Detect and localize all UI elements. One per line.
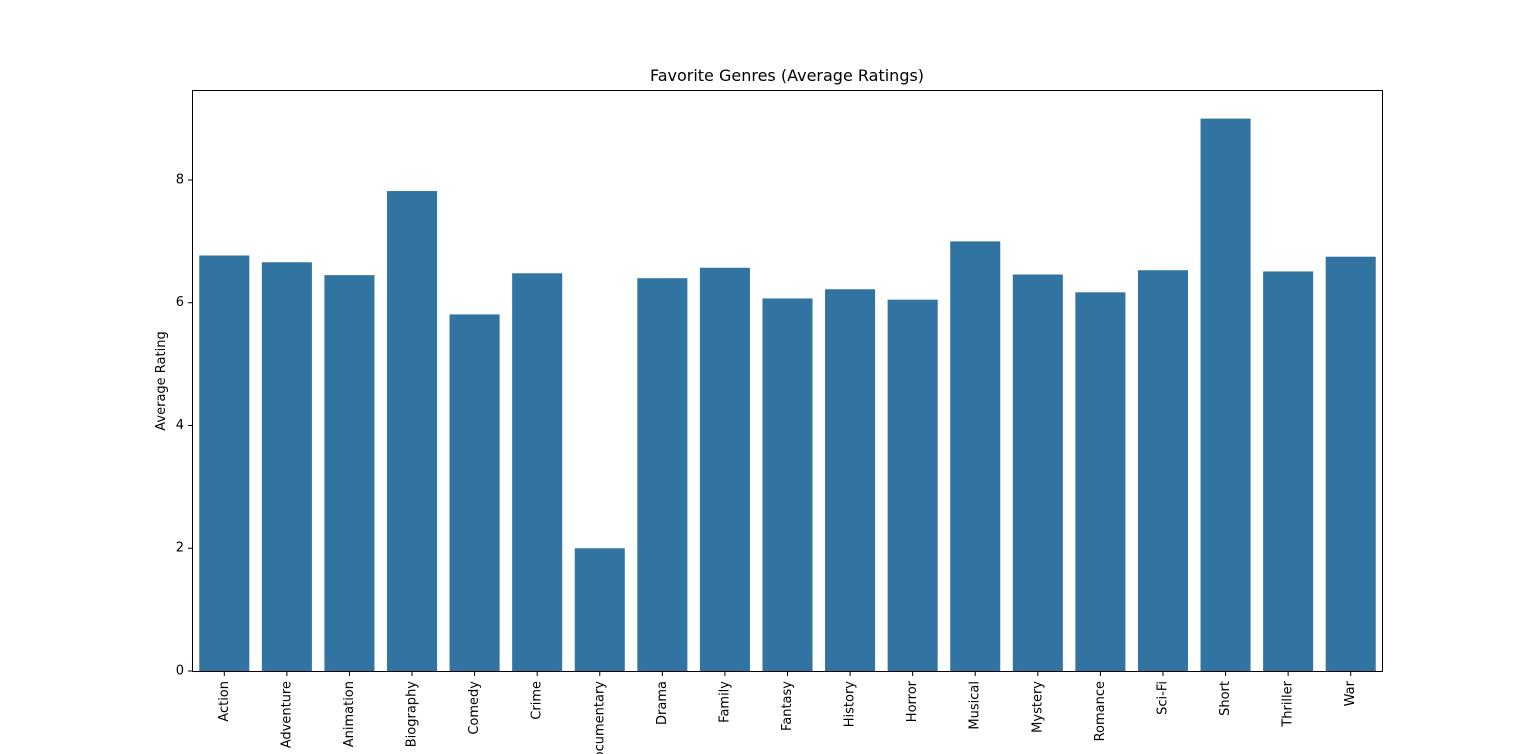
chart-title: Favorite Genres (Average Ratings) [650, 66, 924, 85]
bar-fantasy [762, 298, 813, 671]
x-tick-label: Biography [405, 681, 420, 748]
bar-comedy [449, 314, 500, 671]
bar-horror [887, 299, 938, 671]
y-axis-label: Average Rating [154, 331, 169, 430]
x-tick-label: Short [1218, 681, 1233, 716]
x-tick-label: Horror [905, 680, 920, 722]
x-tick-label: Sci-Fi [1155, 681, 1170, 715]
y-tick-label: 2 [176, 541, 184, 556]
bar-short [1200, 118, 1251, 672]
x-axis: Action Adventure Animation Biography Comedy C… [217, 671, 1358, 754]
bar-history [825, 289, 876, 671]
x-tick-label: Thriller [1281, 680, 1296, 727]
bar-sci-fi [1137, 270, 1189, 671]
x-tick-label: Comedy [467, 681, 482, 735]
y-axis: 0 2 4 6 8 [176, 172, 193, 679]
x-tick-label: Animation [342, 681, 357, 747]
y-tick-label: 4 [176, 418, 184, 433]
x-tick-label: Musical [968, 681, 983, 730]
bar-drama [637, 278, 688, 671]
bar-thriller [1263, 271, 1314, 671]
x-tick-label: Action [217, 681, 232, 722]
bar-action [199, 255, 250, 672]
bar-family [699, 267, 750, 671]
y-tick-label: 6 [176, 295, 184, 310]
bar-biography [386, 191, 438, 671]
bars-group [199, 118, 1376, 672]
x-tick-label: Drama [655, 681, 670, 725]
x-tick-label: Crime [530, 681, 545, 720]
bar-romance [1075, 292, 1126, 671]
x-tick-label: Adventure [279, 681, 294, 748]
x-tick-label: Fantasy [780, 681, 795, 731]
x-tick-label: Documentary [592, 681, 607, 754]
bar-animation [324, 275, 375, 671]
bar-musical [950, 241, 1001, 672]
x-tick-label: War [1343, 680, 1358, 706]
bar-documentary [574, 548, 625, 671]
x-tick-label: Romance [1093, 681, 1108, 741]
x-tick-label: History [843, 681, 858, 728]
y-tick-label: 8 [176, 172, 184, 187]
bar-crime [512, 273, 563, 671]
bar-war [1325, 256, 1376, 671]
bar-mystery [1012, 274, 1063, 671]
y-tick-label: 0 [176, 664, 184, 679]
bar-adventure [261, 262, 312, 671]
x-tick-label: Family [717, 681, 732, 723]
x-tick-label: Mystery [1030, 681, 1045, 733]
